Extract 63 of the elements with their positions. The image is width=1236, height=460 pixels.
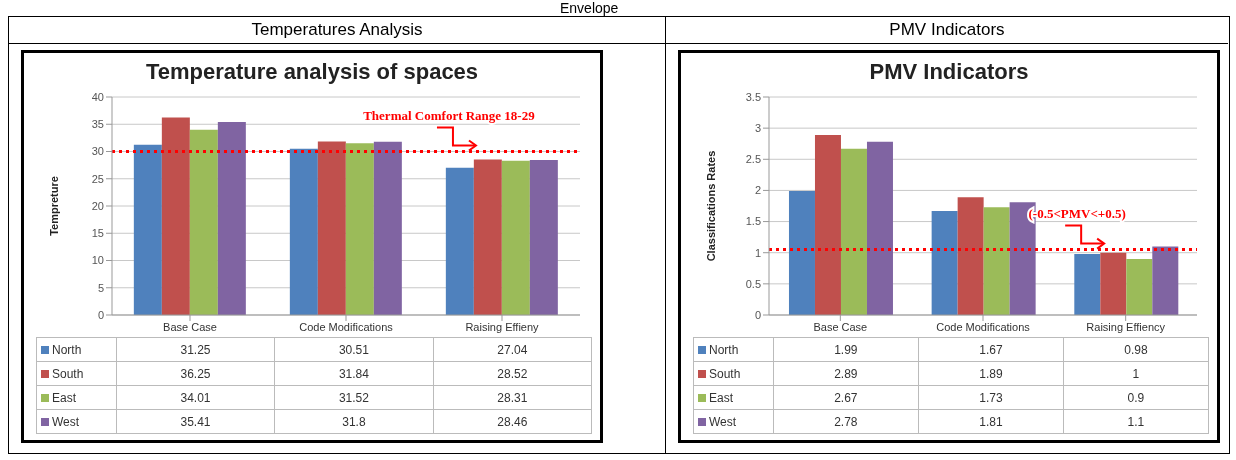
data-label: 1.1 xyxy=(1063,409,1209,434)
chart-subtitle: PMV Indicators xyxy=(666,17,1228,44)
x-tick-label: Code Modifications xyxy=(299,320,394,333)
y-tick-label: 2.5 xyxy=(745,153,761,166)
data-label: 28.46 xyxy=(433,409,592,434)
data-label: 1 xyxy=(1063,361,1209,386)
y-tick-label: 10 xyxy=(91,254,104,267)
legend-label: North xyxy=(36,337,117,362)
y-tick-label: 3 xyxy=(754,122,761,135)
data-label: 1.89 xyxy=(918,361,1064,386)
x-tick-label: Base Case xyxy=(813,320,868,333)
text: Envelope xyxy=(560,0,619,16)
data-label: 35.41 xyxy=(116,409,275,434)
y-tick-label: 0 xyxy=(754,308,761,321)
data-label: 31.8 xyxy=(274,409,434,434)
legend-label: South xyxy=(36,361,117,386)
data-label: 0.98 xyxy=(1063,337,1209,362)
data-label: 27.04 xyxy=(433,337,592,362)
y-tick-label: 0 xyxy=(97,308,104,321)
data-label: 31.84 xyxy=(274,361,434,386)
chart-subtitle: Temperatures Analysis xyxy=(9,17,665,44)
y-tick-label: 3.5 xyxy=(745,90,761,103)
data-label: 1.99 xyxy=(773,337,919,362)
legend-label: East xyxy=(693,385,774,410)
data-label: 28.52 xyxy=(433,361,592,386)
data-label: 34.01 xyxy=(116,385,275,410)
legend-label: West xyxy=(693,409,774,434)
ref-line-label: Thermal Comfort Range 18-29 xyxy=(363,107,536,123)
y-tick-label: 20 xyxy=(91,199,104,212)
y-axis-title: Tempreture xyxy=(47,176,60,236)
x-tick-label: Base Case xyxy=(163,320,217,333)
y-tick-label: 5 xyxy=(97,281,104,294)
y-tick-label: 2 xyxy=(754,184,761,197)
x-tick-label: Code Modifications xyxy=(936,320,1031,333)
y-tick-label: 1 xyxy=(754,246,761,259)
data-label: 1.81 xyxy=(918,409,1064,434)
legend-label: West xyxy=(36,409,117,434)
data-label: 31.25 xyxy=(116,337,275,362)
y-axis-title: Classifications Rates xyxy=(704,150,717,262)
y-tick-label: 30 xyxy=(91,145,104,158)
data-label: 1.67 xyxy=(918,337,1064,362)
y-tick-label: 35 xyxy=(91,118,104,131)
data-label: 2.67 xyxy=(773,385,919,410)
data-label: 36.25 xyxy=(116,361,275,386)
chart-title: Temperature analysis of spaces xyxy=(144,59,480,85)
y-tick-label: 0.5 xyxy=(745,277,761,290)
x-tick-label: Raising Effieny xyxy=(465,320,540,333)
data-label: 1.73 xyxy=(918,385,1064,410)
y-tick-label: 40 xyxy=(91,90,104,103)
y-tick-label: 15 xyxy=(91,227,104,240)
data-label: 28.31 xyxy=(433,385,592,410)
data-label: 0.9 xyxy=(1063,385,1209,410)
data-label: 2.89 xyxy=(773,361,919,386)
legend-label: East xyxy=(36,385,117,410)
data-label: 31.52 xyxy=(274,385,434,410)
data-label: 2.78 xyxy=(773,409,919,434)
data-label: 30.51 xyxy=(274,337,434,362)
legend-label: South xyxy=(693,361,774,386)
y-tick-label: 25 xyxy=(91,172,104,185)
legend-label: North xyxy=(693,337,774,362)
chart-title: PMV Indicators xyxy=(868,59,1030,85)
x-tick-label: Raising Effiency xyxy=(1086,320,1166,333)
y-tick-label: 1.5 xyxy=(745,215,761,228)
